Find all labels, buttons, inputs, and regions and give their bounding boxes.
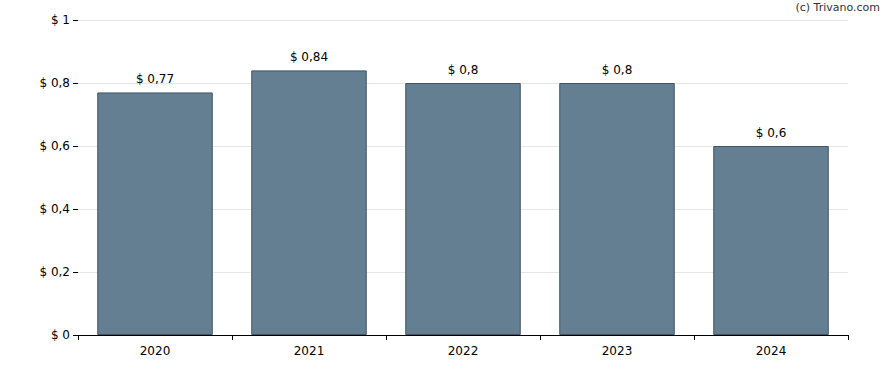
svg-text:$ 1: $ 1 [51,13,70,27]
svg-text:$ 0,6: $ 0,6 [756,126,787,140]
svg-text:$ 0,4: $ 0,4 [39,202,70,216]
svg-text:$ 0: $ 0 [51,328,70,342]
svg-text:$ 0,8: $ 0,8 [448,63,479,77]
svg-text:$ 0,77: $ 0,77 [136,72,174,86]
svg-text:2021: 2021 [294,344,325,358]
svg-text:2022: 2022 [448,344,479,358]
svg-text:2020: 2020 [140,344,171,358]
svg-text:(c) Trivano.com: (c) Trivano.com [795,1,880,14]
svg-text:2023: 2023 [602,344,633,358]
svg-text:2024: 2024 [756,344,787,358]
svg-text:$ 0,8: $ 0,8 [602,63,633,77]
svg-text:$ 0,6: $ 0,6 [39,139,70,153]
svg-text:$ 0,8: $ 0,8 [39,76,70,90]
svg-text:$ 0,2: $ 0,2 [39,265,70,279]
svg-text:$ 0,84: $ 0,84 [290,50,328,64]
